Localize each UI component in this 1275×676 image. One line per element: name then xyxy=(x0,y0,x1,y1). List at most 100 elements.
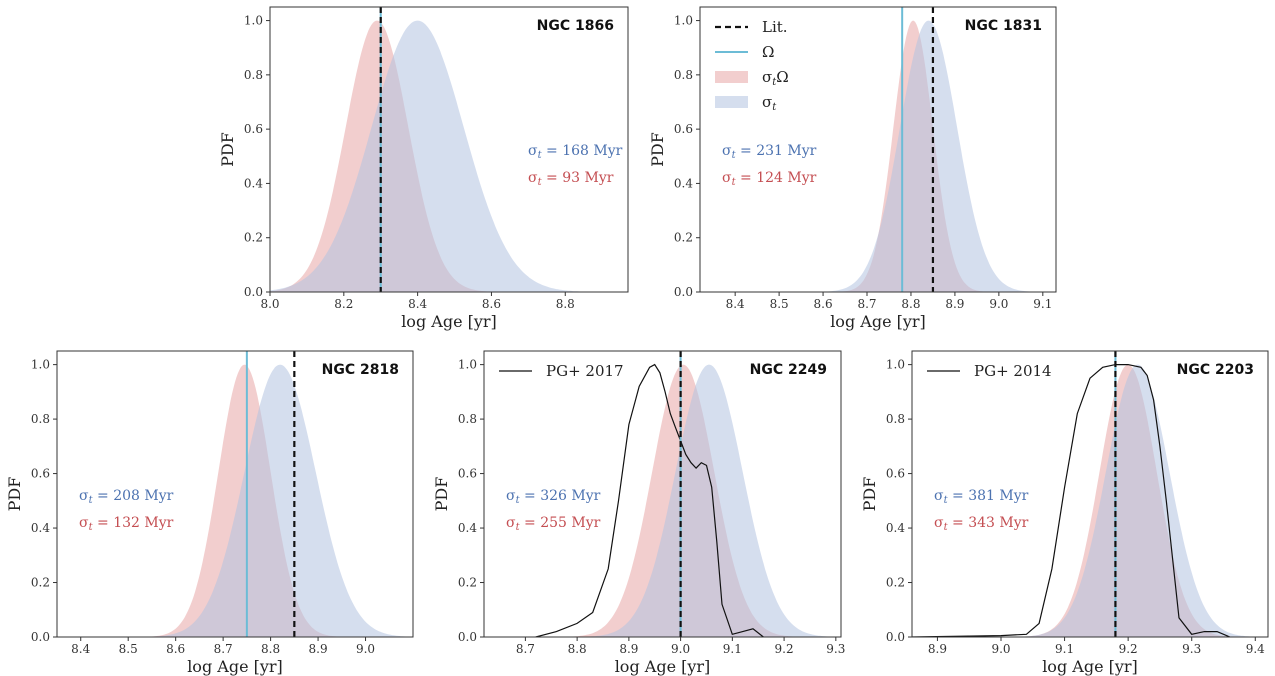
cluster-name: NGC 1831 xyxy=(965,18,1042,34)
legend-label-lit: Lit. xyxy=(762,18,788,36)
x-axis-label: log Age [yr] xyxy=(615,657,711,676)
y-axis-label: PDF xyxy=(860,477,879,512)
y-tick-label: 0.2 xyxy=(31,576,50,590)
x-tick-label: 9.2 xyxy=(1119,642,1138,656)
y-tick-label: 1.0 xyxy=(31,358,50,372)
y-tick-label: 0.0 xyxy=(886,630,905,644)
legend-label-pg: PG+ 2014 xyxy=(974,362,1052,380)
area-sigma_t_omega xyxy=(484,364,841,637)
x-axis-label: log Age [yr] xyxy=(401,312,497,331)
x-tick-label: 9.0 xyxy=(356,642,375,656)
chart-panel-ngc-2249: 0.0 0.2 0.4 0.6 0.8 1.0 8.7 8.8 8.9 9.0 9.1 9.2 9.3 l… xyxy=(432,350,845,676)
y-tick-label: 0.2 xyxy=(886,576,905,590)
x-tick-label: 9.0 xyxy=(989,297,1008,311)
x-tick-label: 8.4 xyxy=(726,297,745,311)
y-tick-label: 1.0 xyxy=(886,358,905,372)
sigma-annotation: σt = 381 Myr xyxy=(934,488,1029,506)
sigma-annotation: σt = 124 Myr xyxy=(722,170,817,188)
curve-pg xyxy=(912,364,1231,637)
cluster-name: NGC 2203 xyxy=(1177,362,1254,378)
x-tick-label: 8.9 xyxy=(945,297,964,311)
x-tick-label: 8.6 xyxy=(166,642,185,656)
y-tick-label: 0.4 xyxy=(244,176,263,190)
x-tick-label: 8.5 xyxy=(770,297,789,311)
y-tick-label: 0.4 xyxy=(458,521,477,535)
axes-frame xyxy=(483,350,842,638)
x-tick-label: 9.0 xyxy=(991,642,1010,656)
sigma-annotation: σt = 343 Myr xyxy=(934,515,1029,533)
x-tick-label: 8.9 xyxy=(928,642,947,656)
plot-area xyxy=(57,351,413,637)
y-tick-label: 0.6 xyxy=(244,122,263,136)
y-tick-label: 0.8 xyxy=(674,68,693,82)
y-tick-label: 0.6 xyxy=(458,467,477,481)
cluster-name: NGC 1866 xyxy=(537,18,614,34)
x-tick-label: 9.2 xyxy=(775,642,794,656)
sigma-annotation: σt = 326 Myr xyxy=(506,488,601,506)
x-tick-label: 9.1 xyxy=(723,642,742,656)
plot-area xyxy=(912,351,1268,637)
area-sigma_t xyxy=(700,20,1056,292)
legend-marker-sigma_t xyxy=(715,96,748,108)
x-tick-label: 8.4 xyxy=(408,297,427,311)
x-axis-label: log Age [yr] xyxy=(187,657,283,676)
axes-frame xyxy=(911,350,1269,638)
sigma-annotation: σt = 93 Myr xyxy=(528,170,614,188)
x-tick-label: 8.8 xyxy=(556,297,575,311)
x-tick-label: 8.7 xyxy=(516,642,535,656)
y-axis-label: PDF xyxy=(218,132,237,167)
area-sigma_t xyxy=(270,20,628,292)
x-tick-label: 8.9 xyxy=(309,642,328,656)
x-tick-label: 8.8 xyxy=(901,297,920,311)
axes-frame xyxy=(269,6,629,293)
sigma-annotation: σt = 255 Myr xyxy=(506,515,601,533)
y-tick-label: 1.0 xyxy=(244,14,263,28)
legend-label-pg: PG+ 2017 xyxy=(546,362,624,380)
y-tick-label: 0.4 xyxy=(674,176,693,190)
y-tick-label: 0.0 xyxy=(31,630,50,644)
legend-label-omega: Ω xyxy=(762,43,774,61)
y-tick-label: 0.6 xyxy=(886,467,905,481)
x-tick-label: 8.4 xyxy=(71,642,90,656)
axes-frame xyxy=(56,350,414,638)
x-tick-label: 8.8 xyxy=(568,642,587,656)
y-axis-label: PDF xyxy=(648,132,667,167)
y-tick-label: 1.0 xyxy=(458,358,477,372)
x-tick-label: 9.3 xyxy=(826,642,845,656)
plot-area xyxy=(270,7,628,292)
x-tick-label: 8.9 xyxy=(619,642,638,656)
chart-panel-ngc-2818: 0.0 0.2 0.4 0.6 0.8 1.0 8.4 8.5 8.6 8.7 8.8 8.9 9.0 l… xyxy=(5,350,414,676)
cluster-name: NGC 2818 xyxy=(322,362,399,378)
sigma-annotation: σt = 132 Myr xyxy=(79,515,174,533)
y-tick-label: 0.0 xyxy=(458,630,477,644)
sigma-annotation: σt = 168 Myr xyxy=(528,143,623,161)
y-tick-label: 0.2 xyxy=(244,231,263,245)
area-sigma_t xyxy=(484,364,841,637)
y-axis-label: PDF xyxy=(5,477,24,512)
plot-area xyxy=(700,7,1056,292)
y-tick-label: 0.8 xyxy=(886,412,905,426)
x-tick-label: 8.2 xyxy=(334,297,353,311)
y-tick-label: 0.4 xyxy=(886,521,905,535)
legend-marker-sigma_t_omega xyxy=(715,71,748,83)
chart-panel-ngc-2203: 0.0 0.2 0.4 0.6 0.8 1.0 8.9 9.0 9.1 9.2 9.3 9.4 log … xyxy=(860,350,1269,676)
x-tick-label: 8.7 xyxy=(214,642,233,656)
chart-panel-ngc-1866: 0.0 0.2 0.4 0.6 0.8 1.0 8.0 8.2 8.4 8.6 8.8 log Age… xyxy=(218,6,629,331)
area-sigma_t_omega xyxy=(57,364,413,637)
y-tick-label: 0.2 xyxy=(674,231,693,245)
x-tick-label: 8.6 xyxy=(482,297,501,311)
chart-panel-ngc-1831: 0.0 0.2 0.4 0.6 0.8 1.0 8.4 8.5 8.6 8.7 8.8 8.9 9.0 9… xyxy=(648,6,1057,331)
cluster-name: NGC 2249 xyxy=(750,362,827,378)
y-tick-label: 0.8 xyxy=(244,68,263,82)
x-tick-label: 8.8 xyxy=(261,642,280,656)
x-axis-label: log Age [yr] xyxy=(1042,657,1138,676)
curve-pg xyxy=(535,363,764,637)
y-tick-label: 0.2 xyxy=(458,576,477,590)
legend-label-sigma_t_omega: σtΩ xyxy=(762,68,789,88)
area-sigma_t xyxy=(57,364,413,637)
y-tick-label: 0.4 xyxy=(31,521,50,535)
x-tick-label: 8.6 xyxy=(814,297,833,311)
y-tick-label: 0.0 xyxy=(674,285,693,299)
x-tick-label: 9.3 xyxy=(1182,642,1201,656)
y-tick-label: 0.8 xyxy=(31,412,50,426)
